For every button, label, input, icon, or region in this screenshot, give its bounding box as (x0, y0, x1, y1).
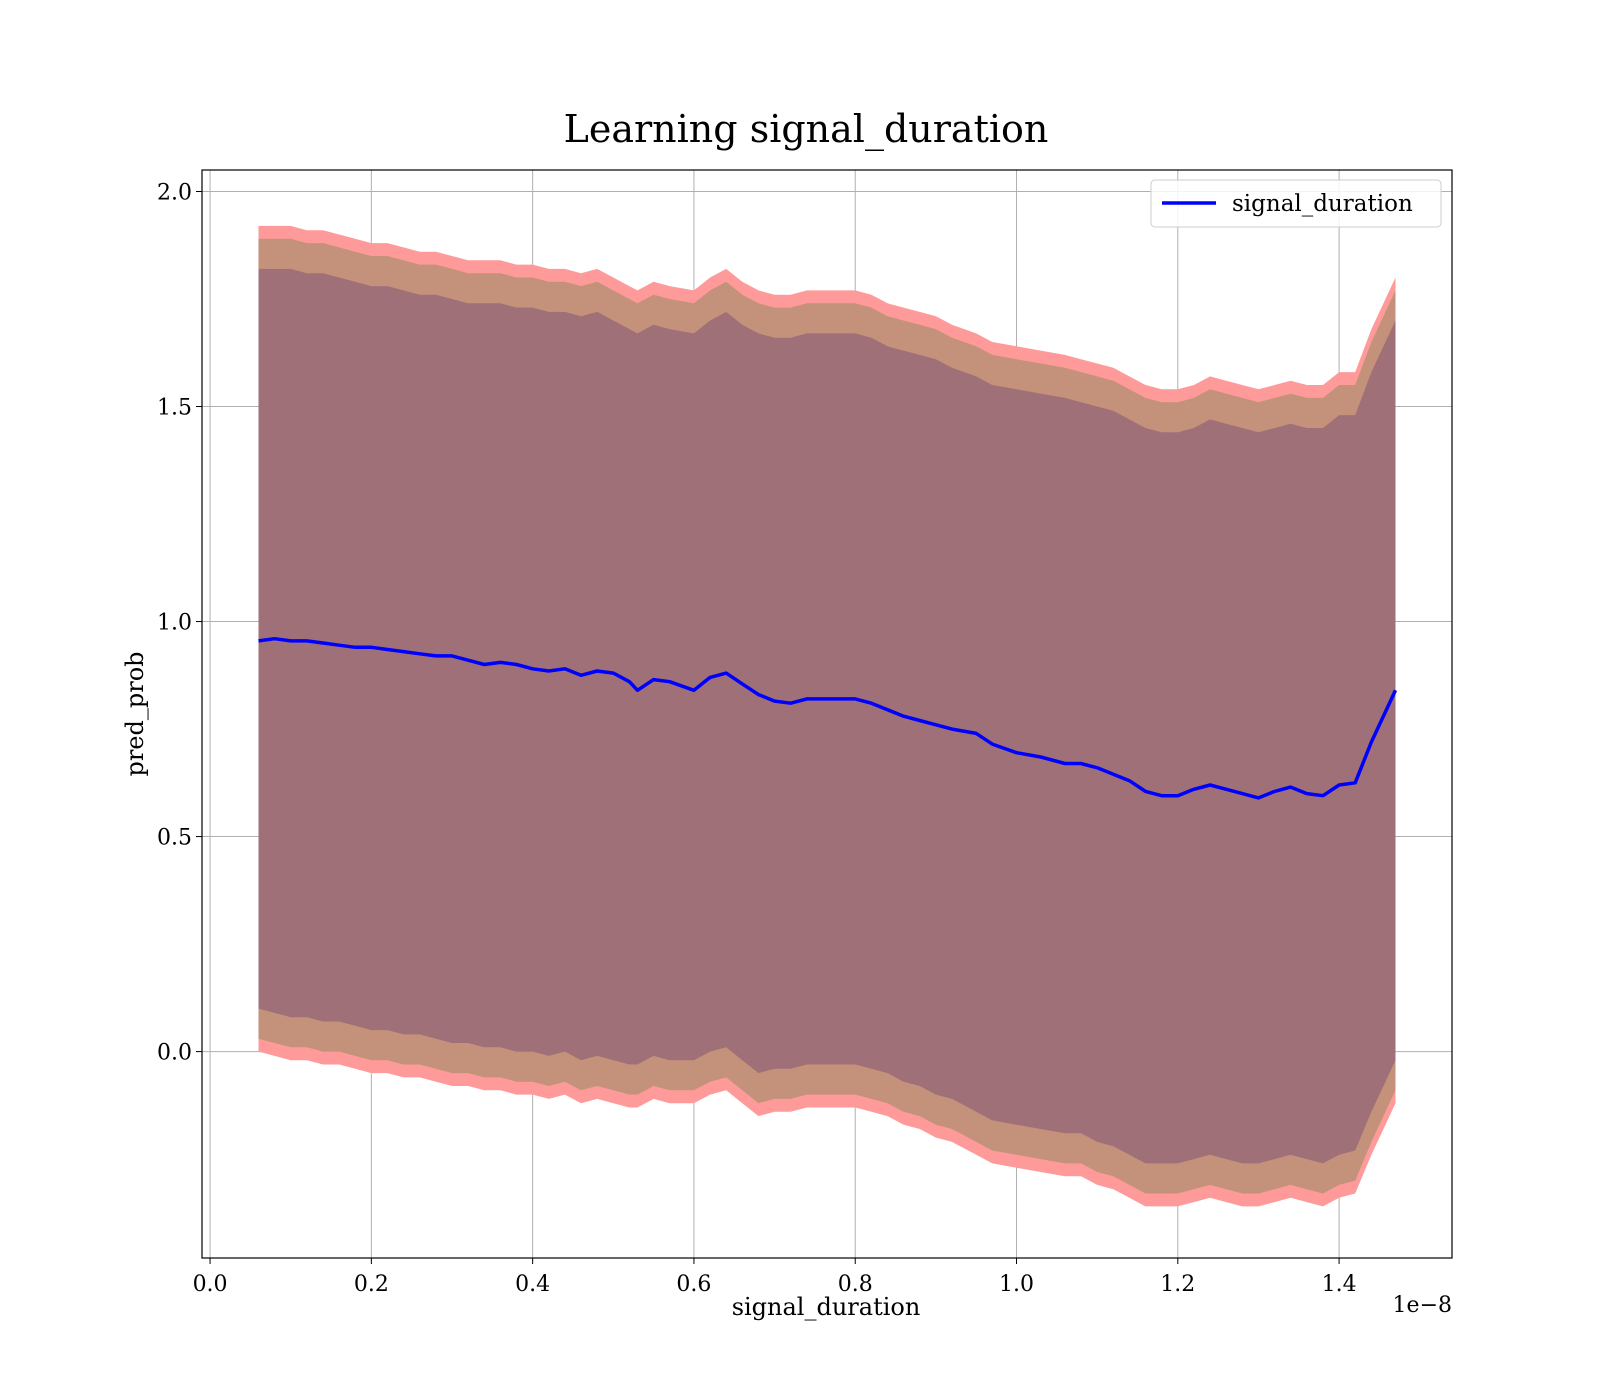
series-lines (258, 636, 1398, 800)
x-tick-label: 0.6 (676, 1272, 711, 1297)
x-tick-label: 1.4 (1322, 1272, 1357, 1297)
x-axis-ticks: 0.0 0.2 0.4 0.6 0.8 1.0 1.2 1.4 (193, 1258, 1357, 1297)
y-tick-label: 2.0 (157, 181, 192, 206)
series-line-signal_duration (258, 636, 1398, 800)
y-tick-label: 1.5 (157, 396, 192, 421)
y-axis-ticks: 0.0 0.5 1.0 1.5 2.0 (157, 181, 202, 1066)
y-axis-label: pred_prob (121, 651, 149, 776)
x-tick-label: 1.2 (1160, 1272, 1195, 1297)
x-tick-label: 0.4 (515, 1272, 550, 1297)
y-tick-label: 0.0 (157, 1041, 192, 1066)
plot-frame (201, 169, 1453, 1259)
confidence-bands (258, 225, 1396, 1207)
x-axis-offset-text: 1e−8 (1393, 1293, 1452, 1318)
legend: signal_duration (1150, 179, 1442, 228)
x-tick-label: 0.0 (193, 1272, 228, 1297)
chart-title: Learning signal_duration (564, 107, 1049, 152)
y-tick-label: 0.5 (157, 826, 192, 851)
x-tick-label: 1.0 (999, 1272, 1034, 1297)
legend-box (1150, 179, 1442, 228)
x-axis-label: signal_duration (732, 1293, 921, 1321)
x-tick-label: 0.8 (838, 1272, 873, 1297)
legend-label: signal_duration (1232, 191, 1413, 217)
confidence-band-inner (258, 268, 1396, 1164)
y-tick-label: 1.0 (157, 611, 192, 636)
x-tick-label: 0.2 (354, 1272, 389, 1297)
